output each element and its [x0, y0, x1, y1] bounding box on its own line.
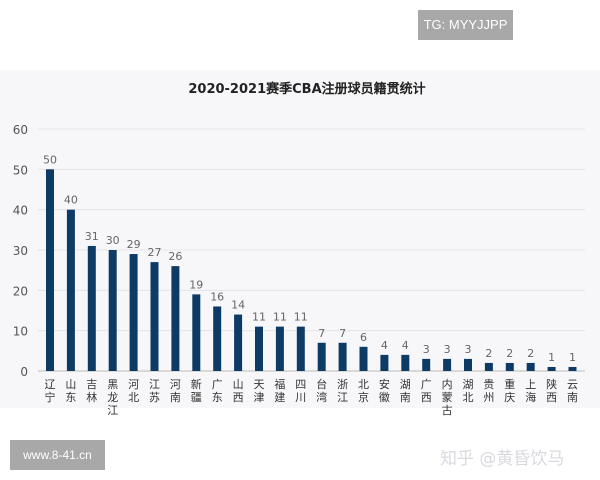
x-tick-label: 云南 — [567, 378, 578, 404]
data-label: 11 — [273, 311, 287, 324]
data-label: 3 — [423, 343, 430, 356]
x-tick-label: 河北 — [128, 378, 139, 404]
data-label: 7 — [318, 327, 325, 340]
bar — [547, 366, 556, 371]
x-tick-label: 上海 — [525, 378, 536, 404]
data-label: 3 — [465, 343, 472, 356]
data-label: 4 — [381, 339, 388, 352]
bar — [317, 342, 326, 371]
y-tick-label: 10 — [13, 325, 28, 339]
data-label: 11 — [252, 311, 266, 324]
bar — [338, 342, 347, 371]
bar — [401, 354, 410, 371]
data-label: 1 — [548, 351, 555, 364]
bar — [484, 362, 493, 371]
x-tick-label: 浙江 — [337, 378, 348, 404]
bar — [192, 294, 201, 371]
y-tick-label: 20 — [13, 284, 28, 298]
bar — [66, 209, 75, 371]
bar — [443, 358, 452, 371]
bar — [213, 306, 222, 371]
data-label: 2 — [506, 347, 513, 360]
x-tick-label: 北京 — [358, 378, 369, 404]
bar — [422, 358, 431, 371]
y-tick-label: 60 — [13, 123, 28, 137]
y-tick-label: 40 — [13, 204, 28, 218]
x-tick-label: 湖北 — [463, 378, 474, 404]
bar — [87, 245, 96, 371]
data-label: 14 — [231, 299, 245, 312]
x-tick-label: 陕西 — [546, 377, 557, 404]
data-label: 50 — [43, 153, 57, 166]
bar — [526, 362, 535, 371]
x-tick-label: 河南 — [170, 378, 181, 404]
x-tick-label: 辽宁 — [45, 378, 56, 404]
bar — [380, 354, 389, 371]
bar — [505, 362, 514, 371]
x-tick-label: 重庆 — [504, 377, 515, 404]
x-tick-label: 广东 — [212, 378, 223, 404]
bar — [171, 266, 180, 371]
data-label: 29 — [127, 238, 141, 251]
x-tick-label: 贵州 — [483, 378, 494, 404]
bar — [255, 326, 263, 371]
data-label: 16 — [210, 290, 224, 303]
data-label: 7 — [339, 327, 346, 340]
x-tick-label: 福建 — [274, 377, 285, 404]
bar — [296, 326, 305, 371]
data-label: 27 — [148, 246, 162, 259]
x-tick-label: 内蒙古 — [442, 377, 453, 417]
bar — [464, 358, 472, 371]
site-watermark: www.8-41.cn — [10, 440, 105, 470]
x-tick-label: 台湾 — [316, 377, 327, 404]
tg-watermark: TG: MYYJJPP — [418, 10, 513, 40]
bar — [568, 366, 577, 371]
x-tick-label: 黑龙江 — [107, 378, 118, 417]
x-tick-label: 四川 — [295, 378, 306, 404]
data-label: 30 — [106, 234, 120, 247]
data-label: 40 — [64, 194, 78, 207]
data-label: 1 — [569, 351, 576, 364]
y-tick-label: 30 — [13, 244, 28, 258]
x-tick-label: 山东 — [65, 378, 76, 404]
data-label: 6 — [360, 331, 367, 344]
x-tick-label: 天津 — [254, 378, 265, 404]
x-tick-label: 江苏 — [149, 378, 160, 404]
data-label: 19 — [189, 278, 203, 291]
zhihu-watermark: 知乎 @黄昏饮马 — [440, 449, 565, 469]
bar — [46, 169, 54, 371]
y-tick-label: 50 — [13, 163, 28, 177]
bar — [129, 254, 138, 371]
x-tick-label: 湖南 — [400, 378, 411, 404]
data-label: 3 — [444, 343, 451, 356]
bar — [275, 326, 284, 371]
data-label: 2 — [527, 347, 534, 360]
data-label: 2 — [485, 347, 492, 360]
data-label: 4 — [402, 339, 409, 352]
bar — [150, 262, 159, 371]
x-tick-label: 新疆 — [191, 377, 202, 404]
data-label: 31 — [85, 230, 99, 243]
chart-title: 2020-2021赛季CBA注册球员籍贯统计 — [188, 81, 425, 97]
bar — [234, 314, 243, 371]
x-tick-label: 吉林 — [86, 378, 97, 404]
x-tick-label: 山西 — [233, 378, 244, 404]
data-label: 11 — [294, 311, 308, 324]
x-tick-label: 广西 — [421, 378, 432, 404]
bar — [108, 250, 117, 371]
x-tick-label: 安徽 — [379, 377, 390, 404]
data-label: 26 — [168, 250, 182, 263]
y-tick-label: 0 — [20, 365, 28, 379]
bar — [359, 346, 368, 371]
